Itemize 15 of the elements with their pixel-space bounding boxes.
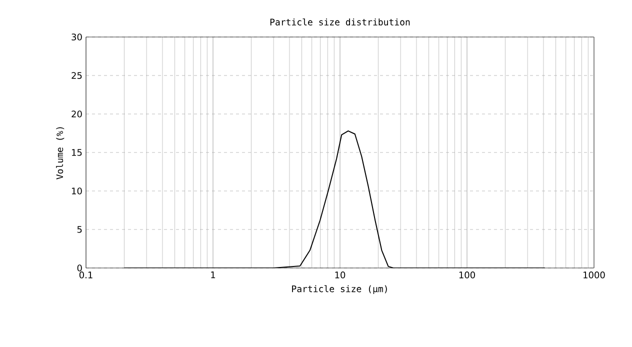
x-axis-title: Particle size (μm) [292,285,387,294]
y-tick-label: 25 [72,72,82,79]
x-tick-label: 1 [211,272,216,278]
y-tick-label: 30 [72,34,82,40]
chart-title: Particle size distribution [270,18,410,26]
x-tick-label: 100 [459,272,475,278]
y-axis-title: Volume (%) [56,127,64,180]
x-tick-label: 10 [335,272,346,278]
y-tick-label: 0 [77,264,82,272]
y-tick-label: 5 [77,226,82,233]
x-tick-label: 0.1 [79,272,92,278]
y-tick-label: 20 [72,110,82,118]
y-tick-label: 10 [72,188,82,194]
y-tick-label: 15 [72,149,82,156]
x-tick-label: 1000 [584,272,605,278]
